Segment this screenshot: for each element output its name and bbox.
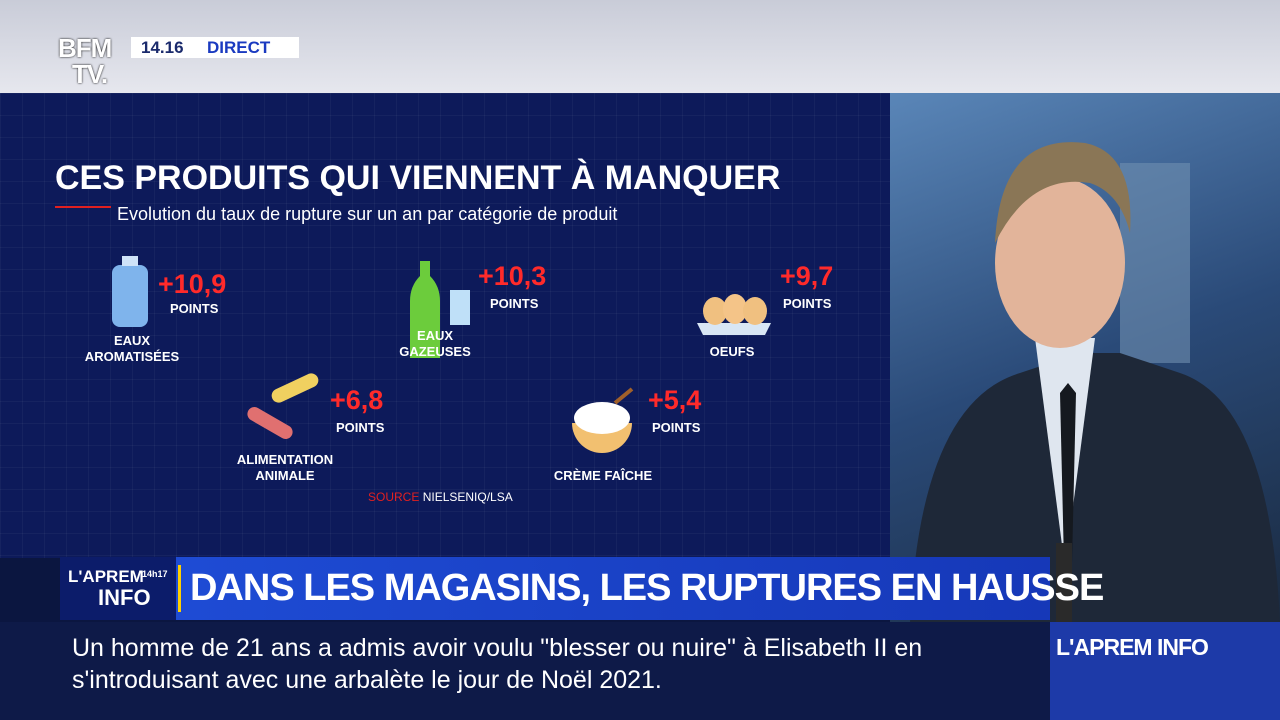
ticker: Un homme de 21 ans a admis avoir voulu "…: [0, 622, 1050, 720]
infographic: CES PRODUITS QUI VIENNENT À MANQUER Evol…: [0, 93, 890, 558]
egg: [743, 297, 767, 325]
live-label: DIRECT: [207, 38, 271, 57]
brand-box: L'APREM INFO: [1050, 622, 1280, 720]
ticker-line: s'introduisant avec une arbalète le jour…: [72, 666, 662, 694]
unit: POINTS: [490, 296, 539, 311]
bone-icon: [247, 407, 293, 439]
presenter: [910, 142, 1280, 623]
headline-banner: L'APREM 14h17 INFO DANS LES MAGASINS, LE…: [60, 557, 1104, 620]
item-label: CRÈME FAÎCHE: [553, 468, 653, 483]
source-label: SOURCE: [368, 490, 420, 504]
egg: [723, 294, 747, 324]
show-hours: 14h17: [142, 569, 168, 579]
brand: L'APREM INFO: [1056, 634, 1209, 660]
value: +9,7: [780, 261, 834, 291]
clock-time: 14.16: [141, 38, 184, 57]
item-label: ALIMENTATION: [236, 452, 334, 467]
studio-video: [890, 93, 1280, 623]
glass-icon: [450, 290, 470, 325]
value: +10,9: [158, 269, 227, 299]
bottle-cap: [122, 256, 138, 266]
subtitle: Evolution du taux de rupture sur un an p…: [117, 204, 618, 224]
unit: POINTS: [170, 301, 219, 316]
item-label: AROMATISÉES: [84, 349, 180, 364]
item-label: EAUX: [113, 333, 151, 348]
unit: POINTS: [336, 420, 385, 435]
item-label: EAUX: [416, 328, 454, 343]
item-label: ANIMALE: [255, 468, 315, 483]
unit: POINTS: [783, 296, 832, 311]
egg: [703, 297, 727, 325]
headline: DANS LES MAGASINS, LES RUPTURES EN HAUSS…: [190, 567, 1104, 609]
item-label: GAZEUSES: [399, 344, 471, 359]
show-logo: L'APREM 14h17 INFO: [60, 557, 176, 620]
logo-text: BFM: [58, 33, 112, 63]
value: +10,3: [478, 261, 547, 291]
bottle-icon: [112, 265, 148, 327]
bottle-icon: [410, 261, 440, 358]
icons: [112, 256, 771, 453]
source: SOURCE NIELSENIQ/LSA: [368, 490, 513, 504]
logo: BFM TV.: [58, 33, 124, 90]
divider: [178, 565, 181, 612]
unit: POINTS: [652, 420, 701, 435]
ticker-text: Un homme de 21 ans a admis avoir voulu "…: [72, 632, 922, 696]
clock-box: 14.16 DIRECT: [131, 37, 299, 58]
logo-text: TV.: [72, 59, 108, 89]
source-text: NIELSENIQ/LSA: [422, 490, 513, 504]
ticker-line: Un homme de 21 ans a admis avoir voulu "…: [72, 634, 923, 662]
item-label: OEUFS: [709, 344, 755, 359]
cream: [574, 402, 630, 434]
spoon: [613, 387, 634, 405]
egg-box: [697, 323, 771, 335]
title-rule: [55, 206, 111, 208]
show-name: INFO: [98, 585, 151, 610]
show-name: L'APREM: [68, 567, 144, 586]
bone-icon: [271, 373, 319, 403]
value: +5,4: [648, 385, 702, 415]
title: CES PRODUITS QUI VIENNENT À MANQUER: [55, 159, 781, 197]
value: +6,8: [330, 385, 384, 415]
